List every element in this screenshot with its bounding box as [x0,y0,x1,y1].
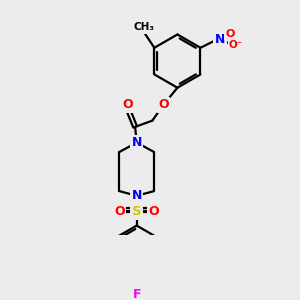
Text: N: N [131,189,142,202]
Text: O: O [122,98,133,112]
Text: O: O [114,205,125,218]
Text: O: O [226,29,235,39]
Text: S: S [132,205,142,218]
Text: O: O [158,98,169,112]
Text: O⁻: O⁻ [229,40,243,50]
Text: N: N [131,136,142,149]
Text: O: O [148,205,159,218]
Text: F: F [132,288,141,300]
Text: CH₃: CH₃ [134,22,155,32]
Text: N: N [215,33,225,46]
